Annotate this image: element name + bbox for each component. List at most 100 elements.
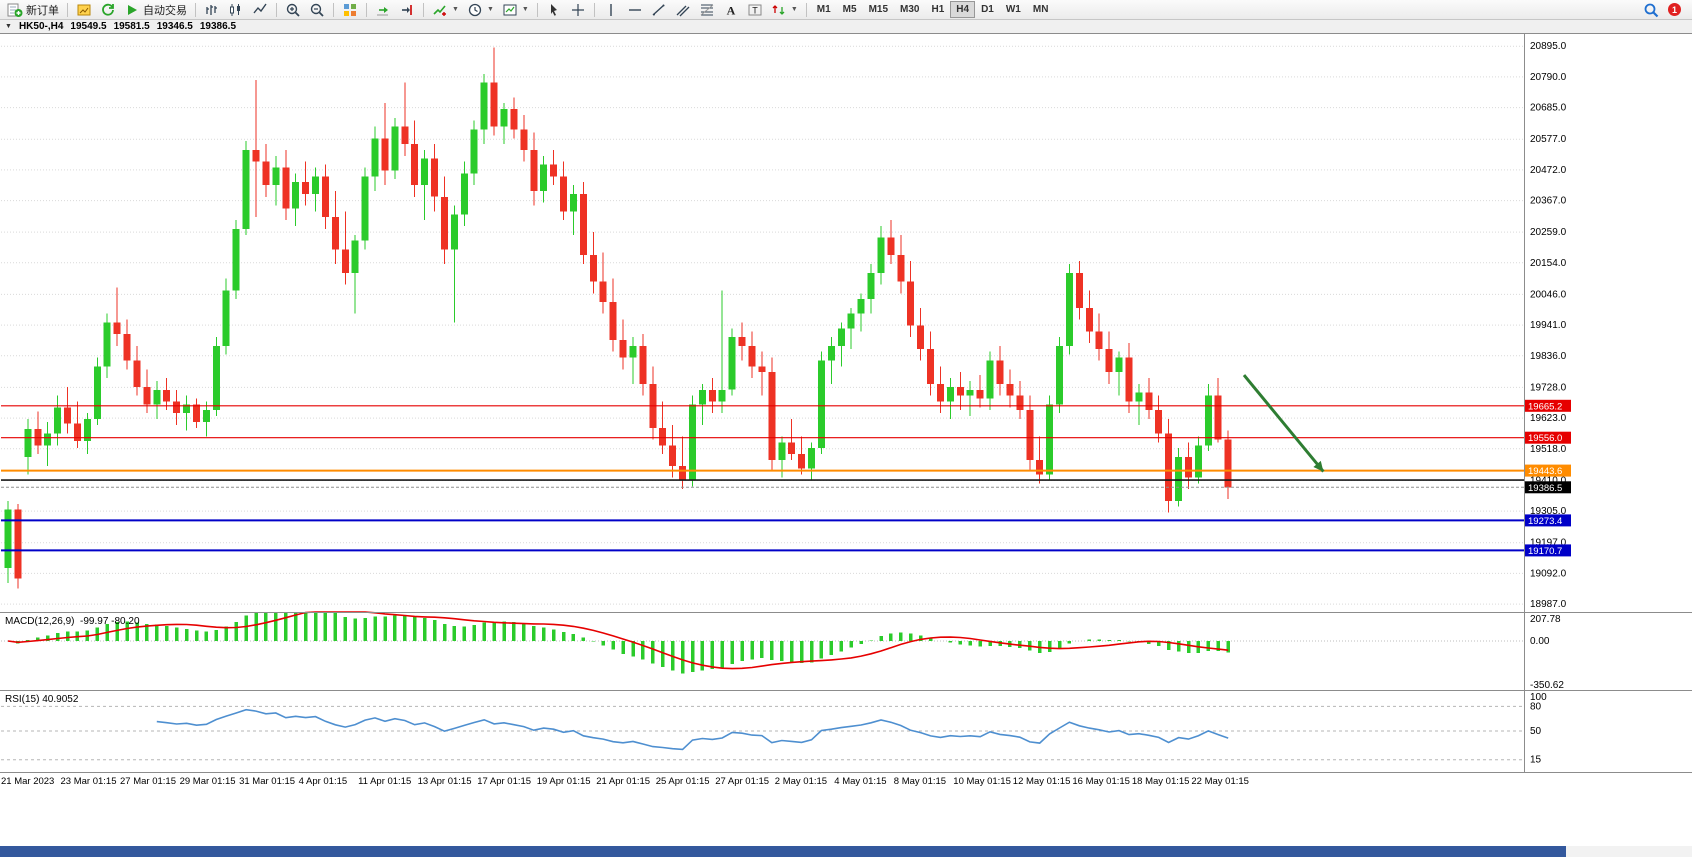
svg-text:29 Mar 01:15: 29 Mar 01:15 xyxy=(180,776,236,787)
horizontal-scrollbar[interactable] xyxy=(0,846,1692,857)
refresh-button[interactable] xyxy=(96,1,120,19)
cursor-icon xyxy=(546,2,562,18)
timeframe-mn-button[interactable]: MN xyxy=(1027,1,1055,18)
toolbar-separator xyxy=(593,2,595,17)
search-button[interactable] xyxy=(1639,1,1663,19)
ohlc-low-value: 19346.5 xyxy=(156,21,193,32)
svg-text:50: 50 xyxy=(1530,726,1542,737)
svg-text:19305.0: 19305.0 xyxy=(1530,506,1567,517)
bar-chart-icon xyxy=(204,2,220,18)
toolbar-separator xyxy=(276,2,277,17)
timeframe-m5-button[interactable]: M5 xyxy=(837,1,863,18)
auto-trading-button[interactable]: 自动交易 xyxy=(120,1,191,19)
panel-borders xyxy=(0,33,1692,773)
macd-signal-line xyxy=(7,611,1229,670)
price-badge: 19273.4 xyxy=(1525,514,1571,527)
svg-text:19170.7: 19170.7 xyxy=(1528,546,1562,557)
candlestick-chart-button[interactable] xyxy=(224,1,248,19)
chart-shift-button[interactable] xyxy=(395,1,419,19)
svg-text:207.78: 207.78 xyxy=(1530,614,1561,625)
chart-canvas[interactable]: 20895.0 20790.0 20685.0 20577.0 20472.0 20367… xyxy=(0,33,1692,788)
timeframe-m15-button[interactable]: M15 xyxy=(863,1,894,18)
svg-text:15: 15 xyxy=(1530,755,1542,766)
ohlc-close-value: 19386.5 xyxy=(199,21,237,32)
svg-text:18987.0: 18987.0 xyxy=(1530,599,1567,610)
tile-windows-button[interactable] xyxy=(338,1,362,19)
vertical-line-button[interactable] xyxy=(599,1,623,19)
rsi-line xyxy=(156,708,1229,751)
svg-text:10 May 01:15: 10 May 01:15 xyxy=(953,776,1011,787)
svg-text:4 May 01:15: 4 May 01:15 xyxy=(834,776,886,787)
equidistant-channel-button[interactable] xyxy=(671,1,695,19)
line-chart-button[interactable] xyxy=(248,1,272,19)
bar-chart-button[interactable] xyxy=(200,1,224,19)
new-order-button[interactable]: 新订单 xyxy=(3,1,63,19)
indicators-icon xyxy=(432,2,448,18)
auto-scroll-button[interactable] xyxy=(371,1,395,19)
svg-text:T: T xyxy=(752,5,758,15)
timeframe-h4-button[interactable]: H4 xyxy=(950,1,976,18)
svg-text:20367.0: 20367.0 xyxy=(1530,196,1567,207)
horizontal-line-button[interactable] xyxy=(623,1,647,19)
arrows-button[interactable]: ▼ xyxy=(767,1,802,19)
svg-text:0.00: 0.00 xyxy=(1530,636,1550,647)
notification-badge[interactable]: 1 xyxy=(1668,3,1681,16)
rsi-level-lines xyxy=(1,705,1524,761)
svg-text:12 May 01:15: 12 May 01:15 xyxy=(1013,776,1071,787)
fibonacci-button[interactable] xyxy=(695,1,719,19)
svg-text:19410.0: 19410.0 xyxy=(1530,475,1567,486)
chevron-down-icon: ▼ xyxy=(486,6,494,13)
text-label-button[interactable]: T xyxy=(743,1,767,19)
svg-text:100: 100 xyxy=(1530,692,1547,703)
timeframe-m1-button[interactable]: M1 xyxy=(811,1,837,18)
svg-text:20154.0: 20154.0 xyxy=(1530,258,1567,269)
svg-text:18 May 01:15: 18 May 01:15 xyxy=(1132,776,1190,787)
price-badge: 19170.7 xyxy=(1525,544,1571,557)
scrollbar-thumb[interactable] xyxy=(0,846,1566,857)
svg-text:80: 80 xyxy=(1530,701,1542,712)
periods-button[interactable]: ▼ xyxy=(463,1,498,19)
svg-text:27 Apr 01:15: 27 Apr 01:15 xyxy=(715,776,769,787)
svg-text:20790.0: 20790.0 xyxy=(1530,72,1567,83)
timeframe-d1-button[interactable]: D1 xyxy=(975,1,1000,18)
crosshair-button[interactable] xyxy=(566,1,590,19)
equidistant-channel-icon xyxy=(675,2,691,18)
indicators-button[interactable]: ▼ xyxy=(428,1,463,19)
timeframe-h1-button[interactable]: H1 xyxy=(925,1,950,18)
svg-text:MACD(12,26,9) -99.97 -80.20: MACD(12,26,9) -99.97 -80.20 xyxy=(5,616,140,627)
templates-button[interactable]: ▼ xyxy=(498,1,533,19)
charts-icon xyxy=(76,2,92,18)
svg-text:4 Apr 01:15: 4 Apr 01:15 xyxy=(299,776,348,787)
zoom-in-button[interactable] xyxy=(281,1,305,19)
timeframe-m30-button[interactable]: M30 xyxy=(894,1,925,18)
charts-button[interactable] xyxy=(72,1,96,19)
price-badge: 19556.0 xyxy=(1525,431,1571,444)
cursor-button[interactable] xyxy=(542,1,566,19)
text-button[interactable]: A xyxy=(719,1,743,19)
trendline-button[interactable] xyxy=(647,1,671,19)
svg-text:8 May 01:15: 8 May 01:15 xyxy=(894,776,946,787)
collapse-icon[interactable]: ▼ xyxy=(5,23,12,30)
crosshair-icon xyxy=(570,2,586,18)
svg-text:17 Apr 01:15: 17 Apr 01:15 xyxy=(477,776,531,787)
zoom-out-button[interactable] xyxy=(305,1,329,19)
price-gridlines xyxy=(1,45,1524,605)
trend-arrow-annotation[interactable] xyxy=(1242,374,1325,473)
toolbar-separator xyxy=(67,2,68,17)
new-order-icon xyxy=(7,2,23,18)
svg-text:19386.5: 19386.5 xyxy=(1528,483,1562,494)
svg-text:19623.0: 19623.0 xyxy=(1530,413,1567,424)
new-order-label: 新订单 xyxy=(26,4,59,17)
svg-text:19443.6: 19443.6 xyxy=(1528,466,1562,477)
toolbar-separator xyxy=(805,2,807,17)
svg-text:19556.0: 19556.0 xyxy=(1528,433,1562,444)
timeframe-w1-button[interactable]: W1 xyxy=(1000,1,1027,18)
price-badge: 19443.6 xyxy=(1525,464,1571,477)
search-icon xyxy=(1643,2,1659,18)
svg-text:2 May 01:15: 2 May 01:15 xyxy=(775,776,827,787)
auto-scroll-icon xyxy=(375,2,391,18)
price-badges-layer: 19665.2 19556.0 19443.6 19273.4 19170.7 19386… xyxy=(1525,399,1571,557)
text-icon: A xyxy=(723,2,739,18)
